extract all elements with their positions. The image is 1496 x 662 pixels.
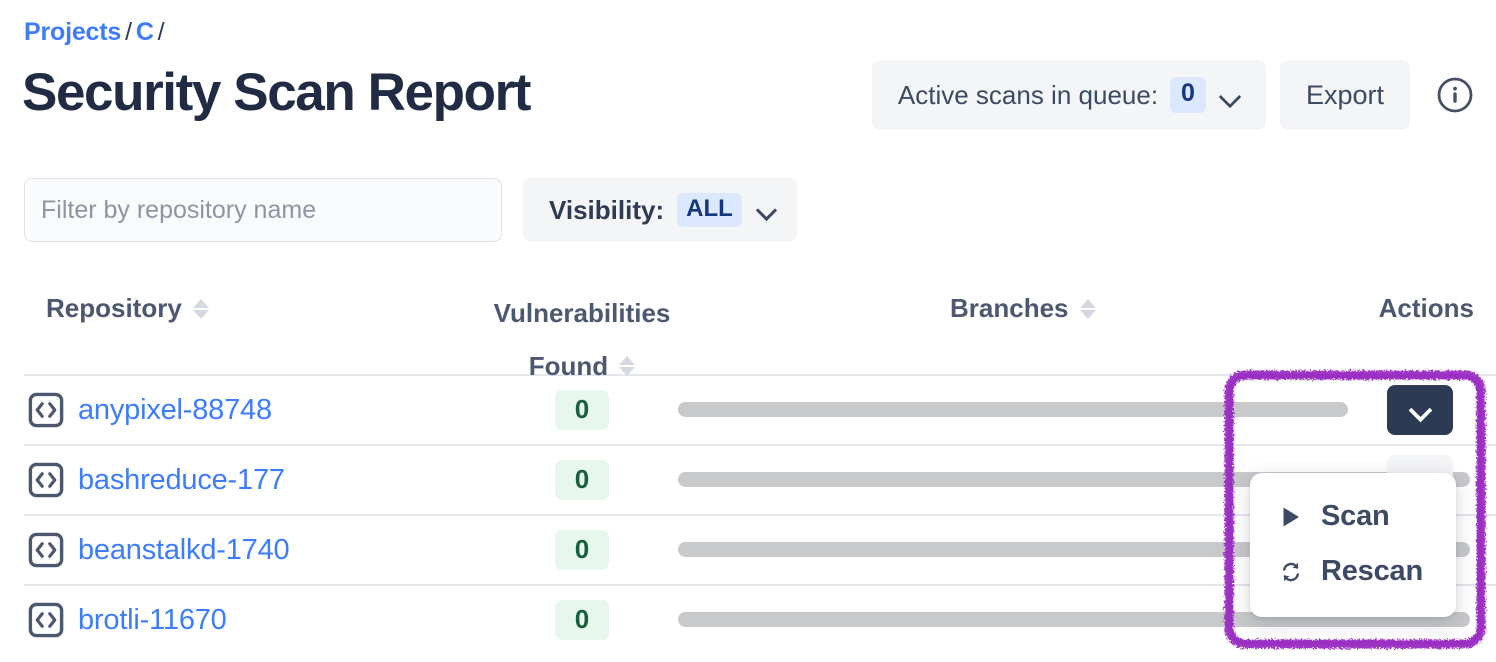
vulnerabilities-count-badge: 0 [554, 459, 610, 501]
breadcrumb-separator-2: / [157, 18, 165, 46]
column-header-actions-label: Actions [1378, 293, 1474, 323]
table-header-row: Repository Vulnerabilities Found Branche… [0, 282, 1496, 381]
repository-link[interactable]: bashreduce-177 [78, 463, 285, 496]
active-scans-queue-dropdown[interactable]: Active scans in queue: 0 [871, 60, 1266, 130]
repositories-table: Repository Vulnerabilities Found Branche… [0, 282, 1496, 654]
table-row-divider [24, 444, 1496, 446]
vulnerabilities-cell: 0 [482, 586, 682, 654]
branches-bar [678, 402, 1348, 417]
chevron-down-icon [755, 199, 779, 221]
repository-cell: beanstalkd-1740 [28, 516, 290, 584]
page-title: Security Scan Report [22, 63, 531, 122]
vulnerabilities-count-badge: 0 [554, 389, 610, 431]
code-brackets-icon [28, 602, 64, 638]
filter-row: Visibility: ALL [24, 178, 797, 242]
active-scans-queue-label: Active scans in queue: [897, 79, 1159, 110]
header-controls: Active scans in queue: 0 Export [871, 60, 1474, 130]
info-circle-icon[interactable] [1436, 76, 1474, 114]
column-header-branches-label: Branches [950, 293, 1069, 323]
column-header-actions: Actions [1379, 293, 1474, 324]
column-header-branches[interactable]: Branches [950, 293, 1096, 324]
column-header-vulnerabilities-label-line2: Found [528, 350, 609, 381]
sort-arrows-icon[interactable] [619, 353, 636, 379]
breadcrumb-separator-1: / [125, 18, 132, 46]
code-brackets-icon [28, 462, 64, 498]
column-header-repository[interactable]: Repository [46, 293, 209, 324]
sort-arrows-icon[interactable] [1079, 296, 1096, 322]
column-header-repository-label: Repository [46, 293, 182, 323]
vulnerabilities-cell: 0 [482, 446, 682, 514]
play-icon [1277, 503, 1305, 531]
repository-link[interactable]: anypixel-88748 [78, 393, 272, 426]
sort-arrows-icon[interactable] [192, 296, 209, 322]
search-input[interactable] [24, 178, 502, 242]
refresh-icon [1277, 558, 1305, 586]
menu-item-scan-label: Scan [1321, 500, 1390, 532]
vulnerabilities-cell: 0 [482, 376, 682, 444]
table-header-divider [24, 374, 1496, 376]
menu-item-rescan-label: Rescan [1321, 555, 1423, 587]
repository-link[interactable]: beanstalkd-1740 [78, 533, 290, 566]
export-button-label: Export [1305, 79, 1384, 110]
repository-cell: anypixel-88748 [28, 376, 272, 444]
table-row: anypixel-88748 0 [0, 376, 1496, 444]
repository-link[interactable]: brotli-11670 [78, 603, 227, 636]
visibility-dropdown[interactable]: Visibility: ALL [523, 178, 797, 242]
menu-item-scan[interactable]: Scan [1250, 489, 1456, 544]
column-header-vulnerabilities-label-line1: Vulnerabilities [493, 298, 671, 328]
row-actions-button[interactable] [1387, 385, 1453, 435]
export-button[interactable]: Export [1279, 60, 1410, 130]
chevron-down-icon [1408, 402, 1432, 418]
column-header-vulnerabilities-found[interactable]: Vulnerabilities Found [482, 293, 682, 387]
repository-cell: brotli-11670 [28, 586, 227, 654]
code-brackets-icon [28, 392, 64, 428]
vulnerabilities-count-badge: 0 [554, 599, 610, 641]
vulnerabilities-cell: 0 [482, 516, 682, 584]
code-brackets-icon [28, 532, 64, 568]
visibility-label: Visibility: [549, 194, 665, 225]
table-row-divider [24, 514, 1496, 516]
breadcrumb-link-projects[interactable]: Projects [24, 18, 122, 46]
breadcrumb-link-c[interactable]: C [135, 18, 154, 46]
repository-cell: bashreduce-177 [28, 446, 285, 514]
visibility-value: ALL [677, 192, 742, 228]
active-scans-queue-count: 0 [1170, 77, 1206, 113]
breadcrumb: Projects / C / [24, 18, 168, 47]
menu-item-rescan[interactable]: Rescan [1250, 544, 1456, 599]
vulnerabilities-count-badge: 0 [554, 529, 610, 571]
table-row-divider [24, 584, 1496, 586]
chevron-down-icon [1218, 82, 1244, 108]
row-actions-menu: Scan Rescan [1250, 473, 1456, 617]
